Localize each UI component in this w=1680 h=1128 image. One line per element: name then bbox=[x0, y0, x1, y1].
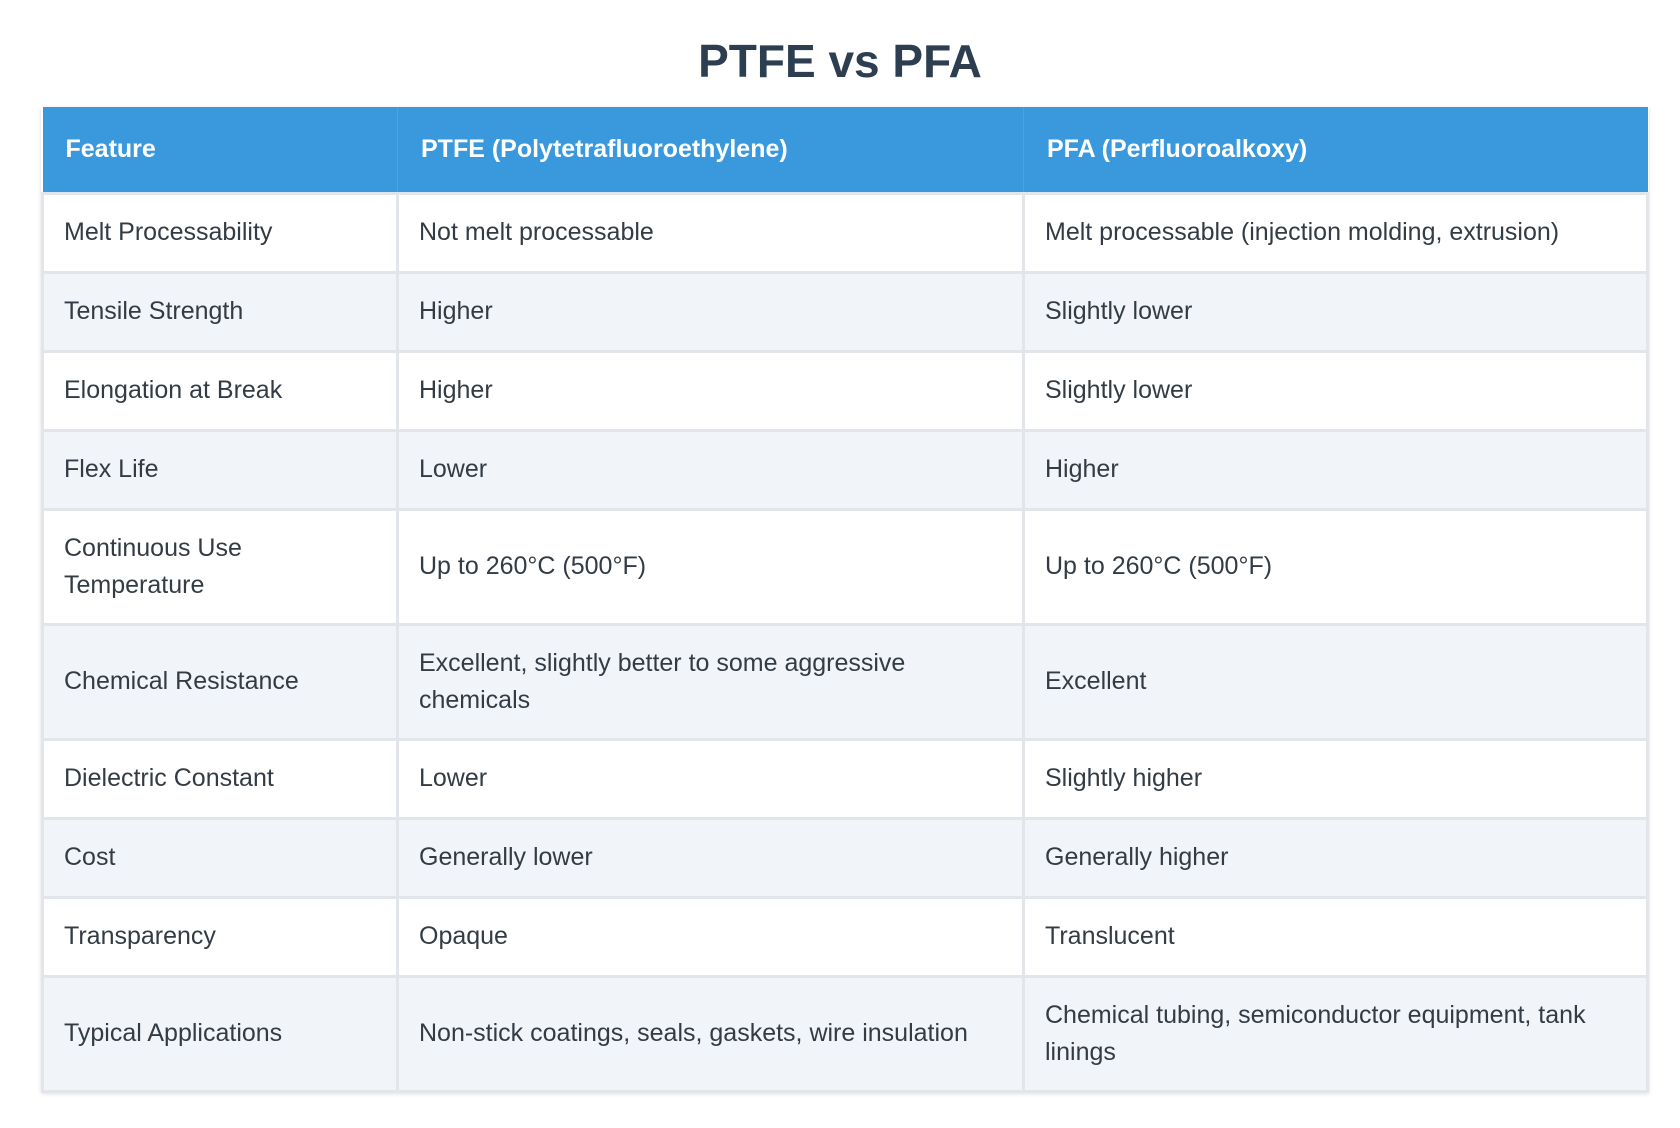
table-header-row: Feature PTFE (Polytetrafluoroethylene) P… bbox=[42, 107, 1648, 193]
feature-cell: Elongation at Break bbox=[41, 349, 399, 432]
comparison-table-container: Feature PTFE (Polytetrafluoroethylene) P… bbox=[41, 107, 1649, 1093]
ptfe-cell: Lower bbox=[396, 737, 1025, 820]
ptfe-cell: Higher bbox=[396, 270, 1025, 353]
table-row: Tensile Strength Higher Slightly lower bbox=[41, 270, 1649, 353]
ptfe-cell: Non-stick coatings, seals, gaskets, wire… bbox=[396, 974, 1025, 1093]
ptfe-cell: Opaque bbox=[396, 895, 1025, 978]
ptfe-cell: Excellent, slightly better to some aggre… bbox=[396, 622, 1025, 741]
pfa-cell: Excellent bbox=[1022, 622, 1649, 741]
table-row: Transparency Opaque Translucent bbox=[41, 895, 1649, 978]
feature-cell: Chemical Resistance bbox=[41, 622, 399, 741]
table-row: Dielectric Constant Lower Slightly highe… bbox=[41, 737, 1649, 820]
table-row: Continuous Use Temperature Up to 260°C (… bbox=[41, 507, 1649, 626]
pfa-cell: Translucent bbox=[1022, 895, 1649, 978]
pfa-cell: Slightly lower bbox=[1022, 270, 1649, 353]
comparison-table: Feature PTFE (Polytetrafluoroethylene) P… bbox=[41, 107, 1649, 1093]
table-row: Chemical Resistance Excellent, slightly … bbox=[41, 622, 1649, 741]
feature-cell: Transparency bbox=[41, 895, 399, 978]
table-row: Flex Life Lower Higher bbox=[41, 428, 1649, 511]
pfa-cell: Generally higher bbox=[1022, 816, 1649, 899]
pfa-cell: Up to 260°C (500°F) bbox=[1022, 507, 1649, 626]
table-row: Typical Applications Non-stick coatings,… bbox=[41, 974, 1649, 1093]
ptfe-cell: Higher bbox=[396, 349, 1025, 432]
feature-cell: Dielectric Constant bbox=[41, 737, 399, 820]
ptfe-cell: Not melt processable bbox=[396, 191, 1025, 274]
column-header-feature: Feature bbox=[42, 107, 398, 193]
ptfe-cell: Lower bbox=[396, 428, 1025, 511]
table-row: Elongation at Break Higher Slightly lowe… bbox=[41, 349, 1649, 432]
pfa-cell: Chemical tubing, semiconductor equipment… bbox=[1022, 974, 1649, 1093]
feature-cell: Flex Life bbox=[41, 428, 399, 511]
column-header-ptfe: PTFE (Polytetrafluoroethylene) bbox=[397, 107, 1024, 193]
pfa-cell: Higher bbox=[1022, 428, 1649, 511]
feature-cell: Typical Applications bbox=[41, 974, 399, 1093]
feature-cell: Tensile Strength bbox=[41, 270, 399, 353]
column-header-pfa: PFA (Perfluoroalkoxy) bbox=[1023, 107, 1648, 193]
ptfe-cell: Generally lower bbox=[396, 816, 1025, 899]
table-row: Cost Generally lower Generally higher bbox=[41, 816, 1649, 899]
table-row: Melt Processability Not melt processable… bbox=[41, 191, 1649, 274]
feature-cell: Cost bbox=[41, 816, 399, 899]
feature-cell: Melt Processability bbox=[41, 191, 399, 274]
page-title: PTFE vs PFA bbox=[698, 35, 982, 87]
feature-cell: Continuous Use Temperature bbox=[41, 507, 399, 626]
pfa-cell: Slightly lower bbox=[1022, 349, 1649, 432]
pfa-cell: Slightly higher bbox=[1022, 737, 1649, 820]
pfa-cell: Melt processable (injection molding, ext… bbox=[1022, 191, 1649, 274]
ptfe-cell: Up to 260°C (500°F) bbox=[396, 507, 1025, 626]
